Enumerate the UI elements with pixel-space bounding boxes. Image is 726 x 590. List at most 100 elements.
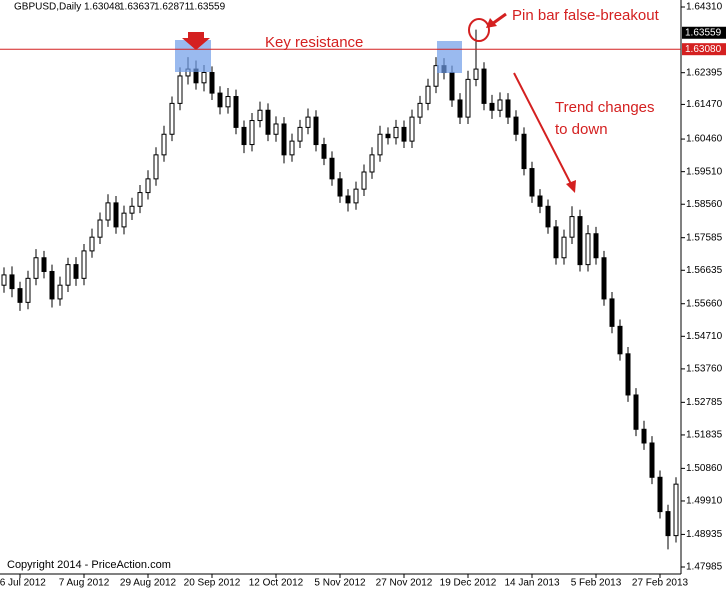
- candle-body: [513, 116, 519, 135]
- y-tick-label: 1.64310: [686, 2, 723, 13]
- candle-body: [249, 120, 255, 146]
- y-tick-label: 1.56635: [686, 265, 723, 276]
- y-tick-label: 1.50860: [686, 463, 723, 474]
- candle-body: [153, 154, 159, 180]
- candle-body: [617, 325, 623, 355]
- candle-body: [545, 205, 551, 228]
- candle-body: [329, 157, 335, 180]
- candle-body: [281, 123, 287, 156]
- candle-body: [521, 133, 527, 170]
- y-tick-label: 1.59510: [686, 166, 723, 177]
- candle-body: [217, 92, 223, 108]
- candle-body: [233, 96, 239, 128]
- annotation: Pin bar false-breakout: [512, 7, 660, 24]
- candle-body: [465, 78, 471, 118]
- candle-body: [337, 178, 343, 197]
- candle-body: [601, 257, 607, 300]
- candle-body: [425, 85, 431, 104]
- candle-body: [361, 171, 367, 190]
- candle-body: [497, 99, 503, 111]
- copyright: Copyright 2014 - PriceAction.com: [7, 559, 171, 571]
- y-tick-label: 1.60460: [686, 134, 723, 145]
- y-tick-label: 1.54710: [686, 331, 723, 342]
- x-tick-label: 19 Dec 2012: [440, 578, 497, 589]
- candle-body: [585, 233, 591, 266]
- candle-body: [169, 102, 175, 135]
- y-tick-label: 1.48935: [686, 529, 723, 540]
- header-ohlc: 1.62871: [154, 2, 191, 13]
- candle-body: [561, 236, 567, 259]
- candle-body: [257, 109, 263, 122]
- candle-body: [105, 202, 111, 221]
- candle-body: [553, 226, 559, 259]
- candle-body: [49, 270, 55, 300]
- candle-body: [473, 68, 479, 80]
- candle-body: [209, 72, 215, 94]
- candle-body: [17, 288, 23, 303]
- candle-body: [393, 126, 399, 139]
- candle-body: [569, 216, 575, 238]
- candle-body: [481, 68, 487, 104]
- candle-body: [321, 144, 327, 159]
- down-arrow: [182, 32, 210, 50]
- candle-body: [201, 72, 207, 84]
- candle-body: [177, 75, 183, 104]
- candle-body: [625, 353, 631, 396]
- candle-body: [577, 216, 583, 266]
- candle-body: [25, 277, 31, 303]
- x-tick-label: 20 Sep 2012: [184, 578, 241, 589]
- candle-body: [161, 133, 167, 156]
- candle-body: [265, 109, 271, 135]
- candle-body: [633, 394, 639, 430]
- candle-body: [353, 188, 359, 204]
- price-box: [682, 26, 726, 39]
- price-label: 1.63080: [685, 44, 722, 55]
- header-ohlc: 1.63637: [119, 2, 156, 13]
- annotation: to down: [555, 121, 608, 138]
- y-tick-label: 1.51835: [686, 430, 723, 441]
- candle-body: [9, 274, 15, 290]
- y-tick-label: 1.55660: [686, 298, 723, 309]
- price-label: 1.63559: [685, 27, 722, 38]
- x-tick-label: 5 Feb 2013: [571, 578, 622, 589]
- y-tick-label: 1.53760: [686, 364, 723, 375]
- candle-body: [225, 96, 231, 108]
- x-tick-label: 12 Oct 2012: [249, 578, 304, 589]
- x-tick-label: 27 Feb 2013: [632, 578, 689, 589]
- candle-body: [97, 219, 103, 238]
- y-tick-label: 1.47985: [686, 562, 723, 573]
- candle-body: [345, 195, 351, 204]
- x-tick-label: 14 Jan 2013: [504, 578, 559, 589]
- trend-arrow: [513, 72, 573, 187]
- pointer-arrow: [491, 12, 507, 26]
- y-tick-label: 1.52785: [686, 397, 723, 408]
- header-ohlc: 1.63048: [84, 2, 121, 13]
- candle-body: [121, 212, 127, 228]
- annotation: Trend changes: [555, 99, 655, 116]
- highlight-box: [437, 41, 462, 73]
- candle-body: [305, 116, 311, 128]
- plot-area: [1, 29, 679, 550]
- candle-body: [273, 123, 279, 135]
- y-tick-label: 1.58560: [686, 199, 723, 210]
- candle-body: [489, 102, 495, 111]
- candle-body: [505, 99, 511, 118]
- y-tick-label: 1.57585: [686, 232, 723, 243]
- candle-body: [457, 99, 463, 118]
- candle-body: [33, 257, 39, 279]
- candle-body: [433, 65, 439, 87]
- x-tick-label: 7 Aug 2012: [59, 578, 110, 589]
- candle-body: [145, 178, 151, 194]
- candle-body: [73, 264, 79, 279]
- candle-body: [537, 195, 543, 207]
- candle-body: [409, 116, 415, 142]
- candle-body: [241, 126, 247, 146]
- arrow-head: [486, 18, 497, 28]
- candle-body: [65, 264, 71, 286]
- candle-body: [665, 511, 671, 537]
- y-tick-label: 1.62395: [686, 67, 723, 78]
- x-tick-label: 5 Nov 2012: [314, 578, 366, 589]
- header-ohlc: 1.63559: [189, 2, 226, 13]
